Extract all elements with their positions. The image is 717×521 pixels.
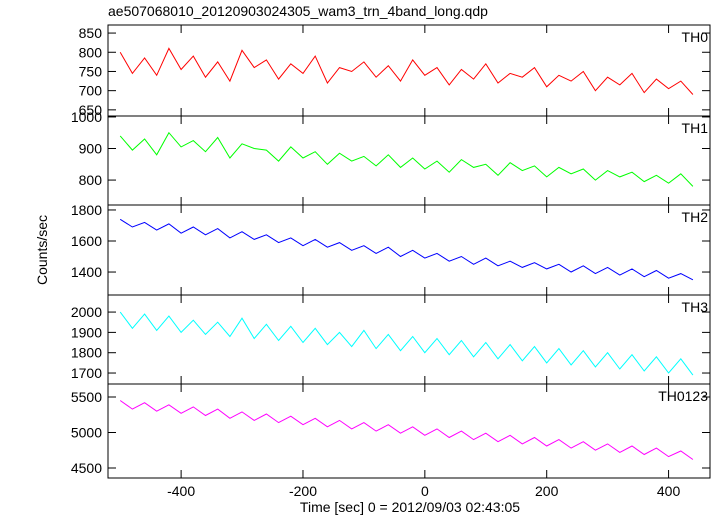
y-tick-label: 1800: [71, 202, 102, 218]
panel-frame: [107, 24, 711, 117]
x-tick-label: -200: [289, 483, 317, 499]
x-axis-label: Time [sec] 0 = 2012/09/03 02:43:05: [300, 499, 520, 515]
panel-frame: [107, 294, 711, 385]
panel-frame: [107, 383, 711, 479]
y-axis-label: Counts/sec: [34, 215, 50, 285]
y-tick-label: 5000: [71, 424, 102, 440]
y-tick-label: 700: [79, 83, 103, 99]
panel-label: TH2: [682, 209, 709, 225]
y-tick-label: 850: [79, 25, 103, 41]
light-curve: [119, 400, 694, 460]
x-tick-label: -400: [167, 483, 195, 499]
y-tick-label: 900: [79, 141, 103, 157]
light-curve: [119, 131, 694, 187]
x-tick-label: 0: [421, 483, 429, 499]
y-tick-label: 650: [79, 102, 103, 118]
panel-label: TH1: [682, 120, 709, 136]
y-tick-label: 750: [79, 63, 103, 79]
light-curve: [119, 218, 694, 281]
y-tick-label: 1800: [71, 345, 102, 361]
y-tick-label: 2000: [71, 304, 102, 320]
panel-frame: [107, 204, 711, 296]
y-tick-label: 800: [79, 172, 103, 188]
light-curve: [119, 47, 694, 95]
panel-label: TH3: [682, 299, 709, 315]
y-tick-label: 1700: [71, 365, 102, 381]
y-tick-label: 1000: [71, 109, 102, 125]
y-tick-label: 1900: [71, 324, 102, 340]
y-tick-label: 5500: [71, 389, 102, 405]
y-tick-label: 1600: [71, 233, 102, 249]
y-tick-label: 4500: [71, 460, 102, 476]
x-tick-label: 400: [657, 483, 681, 499]
light-curve: [119, 311, 694, 376]
panel-label: TH0: [682, 29, 709, 45]
chart-title: ae507068010_20120903024305_wam3_trn_4ban…: [108, 3, 488, 19]
y-tick-label: 800: [79, 44, 103, 60]
x-tick-label: 200: [535, 483, 559, 499]
panel-label: TH0123: [658, 388, 708, 404]
y-tick-label: 1400: [71, 264, 102, 280]
